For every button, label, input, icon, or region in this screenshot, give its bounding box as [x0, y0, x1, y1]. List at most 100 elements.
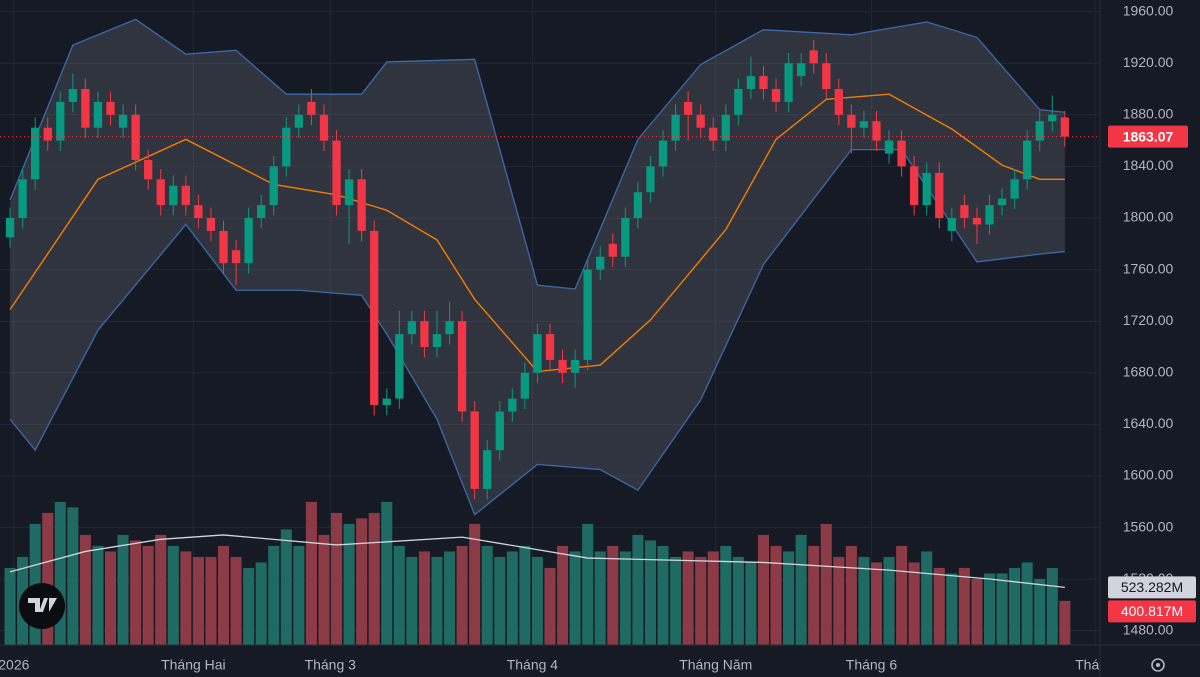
volume-bar	[732, 556, 744, 645]
candle-body	[382, 398, 391, 406]
candle-body	[897, 140, 906, 167]
volume-bar	[280, 529, 292, 645]
band-upper	[9, 18, 1065, 290]
volume-bar	[996, 573, 1008, 645]
candle-body	[759, 76, 768, 90]
candle-body	[106, 101, 115, 115]
volume-bar	[343, 523, 355, 645]
candle-body	[43, 127, 52, 141]
settings-icon[interactable]	[1151, 658, 1165, 672]
volume-bar	[393, 545, 405, 645]
candle-body	[696, 114, 705, 128]
volume-bar	[531, 556, 543, 645]
candle-body	[709, 127, 718, 141]
x-tick-label: Tháng 3	[305, 657, 357, 673]
candle-body	[470, 411, 479, 489]
volume-bar	[619, 551, 631, 645]
volume-bar	[243, 567, 255, 645]
x-tick-label: 2026	[0, 657, 30, 673]
logo-mark[interactable]	[28, 598, 57, 612]
y-tick-label: 1720.00	[1123, 312, 1174, 328]
candle-body	[545, 334, 555, 360]
volume-bar	[845, 545, 857, 645]
candle-body	[985, 205, 994, 225]
tradingview-logo[interactable]	[19, 583, 65, 629]
volume-bar	[381, 501, 393, 645]
candle-body	[997, 198, 1007, 206]
y-tick-label: 1480.00	[1123, 622, 1174, 638]
candle-body	[1048, 114, 1057, 122]
volume-bar	[783, 551, 795, 645]
volume-ma-box	[1108, 576, 1196, 599]
volume-bar	[356, 518, 368, 645]
settings-button[interactable]	[1151, 658, 1165, 672]
candle-body	[809, 50, 818, 64]
volume-bar	[820, 523, 832, 645]
candle-body	[583, 269, 592, 360]
x-tick-label: Tháng Hai	[161, 657, 226, 673]
volume-ma-line	[9, 534, 1065, 589]
candle-body	[219, 230, 228, 264]
candle-body	[1060, 117, 1069, 137]
y-tick-label: 1560.00	[1123, 518, 1174, 534]
candle-body	[784, 63, 793, 102]
candle-body	[169, 185, 178, 206]
candle-body	[508, 398, 517, 412]
candle-body	[457, 321, 467, 412]
y-tick-label: 1760.00	[1123, 260, 1174, 276]
volume-bar	[456, 545, 468, 645]
volume-bar	[1046, 567, 1058, 645]
candle-body	[144, 159, 153, 180]
x-tick-label: Tháng Năm	[679, 657, 752, 673]
volume-bar	[79, 534, 91, 645]
volume-bar	[707, 551, 719, 645]
candle-body	[319, 114, 329, 141]
volume-bar	[142, 545, 154, 645]
candle-body	[570, 359, 580, 373]
candle-body	[533, 334, 542, 373]
candle-body	[332, 140, 341, 206]
volume-bar	[4, 567, 16, 645]
volume-bar	[757, 534, 769, 645]
candle-body	[646, 166, 655, 193]
volume-bar	[255, 562, 267, 645]
candle-body	[181, 185, 190, 206]
candle-body	[1035, 121, 1044, 141]
volume-bar	[42, 512, 54, 645]
candle-body	[796, 63, 806, 77]
band-lower	[9, 148, 1065, 516]
volume-bar	[494, 556, 506, 645]
volume-bar	[368, 512, 380, 645]
volume-bar	[557, 545, 569, 645]
settings-icon[interactable]	[1156, 663, 1160, 667]
candle-body	[370, 230, 379, 406]
volume-bar	[657, 545, 669, 645]
candle-body	[960, 205, 969, 219]
volume-bar	[883, 556, 895, 645]
candle-body	[847, 114, 856, 128]
volume-bar	[217, 545, 230, 645]
volume-bar	[946, 573, 958, 645]
volume-bar	[770, 545, 782, 645]
candle-body	[206, 218, 216, 231]
volume-bar	[921, 551, 933, 645]
volume-bar	[431, 556, 443, 645]
volume-bar	[104, 551, 117, 645]
volume-bar	[607, 545, 619, 645]
y-tick-label: 1640.00	[1123, 415, 1174, 431]
volume-bar	[418, 551, 430, 645]
volume-bar	[795, 534, 807, 645]
candle-body	[822, 63, 831, 90]
y-tick-label: 1600.00	[1123, 467, 1174, 483]
candle-body	[520, 372, 530, 399]
candle-body	[244, 218, 253, 264]
candle-body	[420, 321, 429, 348]
candle-body	[118, 114, 128, 128]
volume-bar	[933, 567, 945, 645]
volume-bar	[1021, 562, 1033, 645]
candle-body	[1010, 179, 1019, 199]
axes: 1960.00 1920.00 1880.00 1840.00 1800.00 1760.…	[1108, 2, 1196, 638]
volume-bar	[695, 556, 707, 645]
candle-body	[972, 218, 982, 225]
candle-body	[357, 179, 366, 231]
